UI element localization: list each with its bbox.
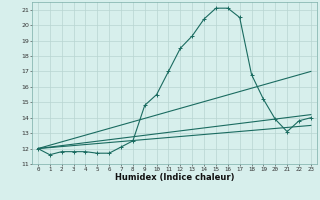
X-axis label: Humidex (Indice chaleur): Humidex (Indice chaleur)	[115, 173, 234, 182]
